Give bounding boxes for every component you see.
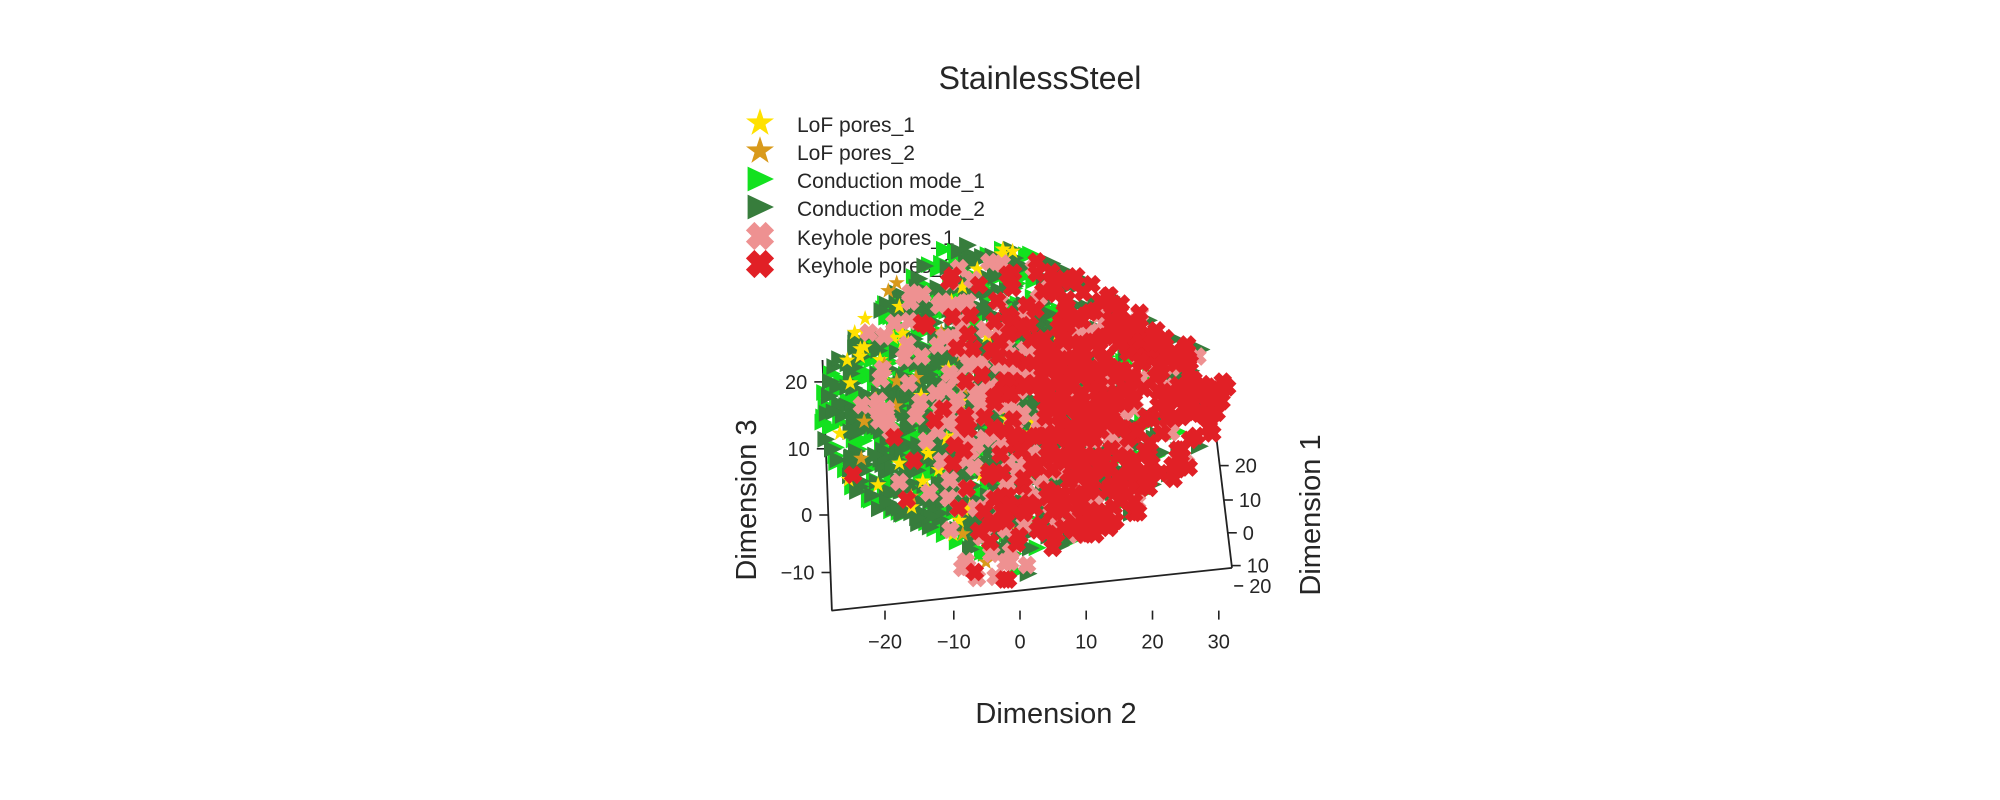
svg-text:20: 20	[785, 372, 807, 394]
svg-text:Conduction mode_1: Conduction mode_1	[797, 170, 985, 193]
svg-text:−20: −20	[868, 632, 902, 654]
svg-text:10: 10	[1247, 556, 1269, 578]
svg-text:20: 20	[1235, 456, 1257, 478]
svg-text:20: 20	[1249, 576, 1271, 598]
svg-text:StainlessSteel: StainlessSteel	[939, 60, 1142, 96]
svg-text:0: 0	[801, 505, 812, 527]
svg-text:Conduction mode_2: Conduction mode_2	[797, 198, 985, 221]
svg-text:Keyhole pores_1: Keyhole pores_1	[797, 227, 955, 250]
svg-text:10: 10	[1075, 632, 1097, 654]
svg-text:−10: −10	[781, 563, 815, 585]
svg-text:LoF pores_2: LoF pores_2	[797, 142, 915, 165]
svg-text:Dimension 1: Dimension 1	[1295, 434, 1327, 595]
svg-text:10: 10	[788, 439, 810, 461]
svg-text:30: 30	[1208, 632, 1230, 654]
svg-text:Dimension 3: Dimension 3	[731, 419, 763, 580]
svg-text:0: 0	[1014, 632, 1025, 654]
svg-text:0: 0	[1243, 523, 1254, 545]
svg-text:Dimension 2: Dimension 2	[975, 698, 1136, 730]
svg-text:10: 10	[1239, 490, 1261, 512]
svg-text:−10: −10	[937, 632, 971, 654]
svg-text:20: 20	[1141, 632, 1163, 654]
svg-text:LoF pores_1: LoF pores_1	[797, 114, 915, 137]
